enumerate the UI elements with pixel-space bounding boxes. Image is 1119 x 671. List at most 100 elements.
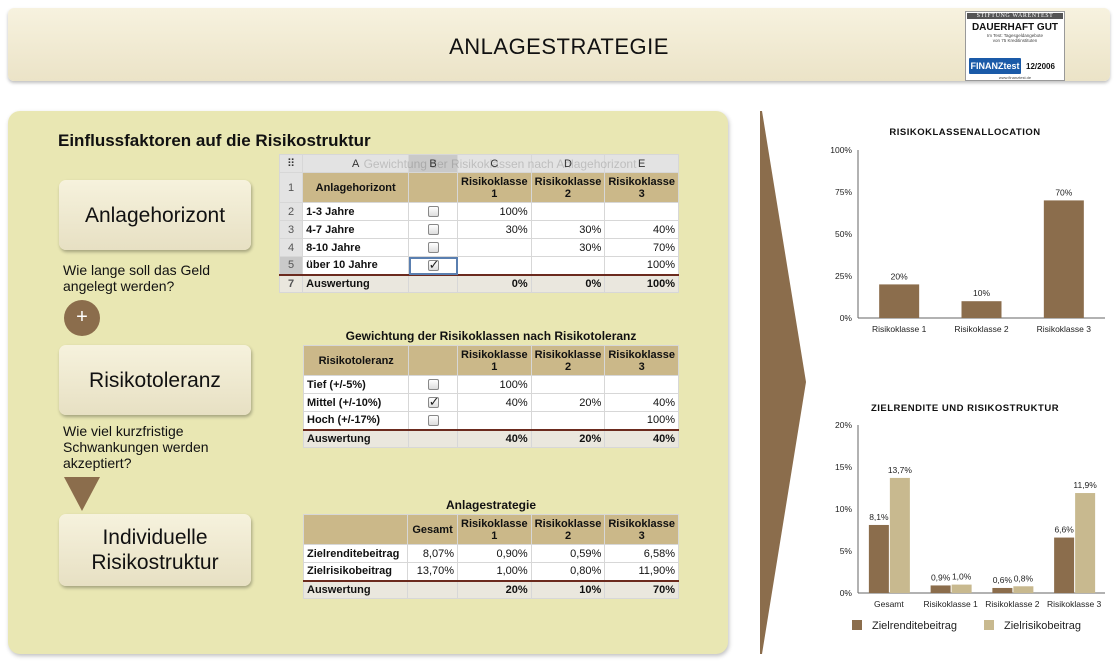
header-cell: Risikoklasse 3 xyxy=(604,514,679,545)
header-cell: Gesamt xyxy=(407,514,459,545)
row-number[interactable]: 4 xyxy=(278,238,304,257)
bar xyxy=(951,584,972,593)
value-cell[interactable] xyxy=(530,256,606,275)
y-tick-label: 0% xyxy=(840,313,853,323)
value-cell[interactable]: 100% xyxy=(457,202,532,221)
checkbox-cell[interactable] xyxy=(408,202,458,221)
row-label[interactable]: über 10 Jahre xyxy=(302,256,410,275)
checkbox-cell[interactable] xyxy=(408,411,459,430)
checkbox[interactable] xyxy=(427,224,439,236)
total-cell[interactable]: 0% xyxy=(530,273,606,293)
row-label[interactable]: 8-10 Jahre xyxy=(302,238,410,257)
row-label[interactable]: 1-3 Jahre xyxy=(302,202,410,221)
table3-caption: Anlagestrategie xyxy=(445,498,537,512)
y-tick-label: 25% xyxy=(835,271,852,281)
total-cell[interactable]: 100% xyxy=(604,273,679,293)
total-cell[interactable]: 0% xyxy=(457,273,532,293)
value-cell: 100% xyxy=(457,375,532,394)
value-cell xyxy=(457,411,532,430)
table-corner-handle[interactable]: ⠿ xyxy=(278,154,304,173)
checkbox[interactable] xyxy=(427,206,439,218)
bar xyxy=(961,301,1002,318)
row-number[interactable]: 7 xyxy=(278,273,304,293)
header-cell: Risikoklasse 2 xyxy=(530,514,606,545)
value-cell: 13,70% xyxy=(407,562,459,581)
table-header-row: 1 Anlagehorizont Risikoklasse 1 Risikokl… xyxy=(278,172,679,203)
column-header[interactable]: C xyxy=(457,154,532,173)
chevron-divider xyxy=(760,111,806,654)
row-number[interactable]: 5 xyxy=(278,256,304,275)
row-number[interactable]: 2 xyxy=(278,202,304,221)
total-label[interactable]: Auswertung xyxy=(302,273,410,293)
value-cell: 100% xyxy=(604,411,679,430)
bar xyxy=(1054,537,1075,593)
data-label: 10% xyxy=(973,288,990,298)
header-cell[interactable]: Risikoklasse 3 xyxy=(604,172,679,203)
header-cell[interactable]: Anlagehorizont xyxy=(302,172,410,203)
y-tick-label: 15% xyxy=(835,462,852,472)
table-header-row: Gesamt Risikoklasse 1 Risikoklasse 2 Ris… xyxy=(302,514,679,545)
table-row: Mittel (+/-10%) 40% 20% 40% xyxy=(302,393,679,412)
data-label: 70% xyxy=(1055,187,1072,197)
box-risikotoleranz: Risikotoleranz xyxy=(59,345,251,415)
header-cell[interactable]: Risikoklasse 1 xyxy=(457,172,532,203)
value-cell[interactable]: 100% xyxy=(604,256,679,275)
total-cell[interactable] xyxy=(408,273,458,293)
box-anlagehorizont: Anlagehorizont xyxy=(59,180,251,250)
value-cell[interactable]: 30% xyxy=(530,238,606,257)
total-cell: 40% xyxy=(457,428,532,448)
x-tick-label: Risikoklasse 1 xyxy=(923,599,978,609)
value-cell[interactable] xyxy=(530,202,606,221)
checkbox-cell[interactable] xyxy=(408,375,459,394)
value-cell[interactable]: 30% xyxy=(457,220,532,239)
column-header[interactable]: B xyxy=(408,154,458,173)
chart1-title: RISIKOKLASSENALLOCATION xyxy=(889,127,1041,138)
total-cell: 10% xyxy=(530,579,606,599)
seal-url: www.finanztest.de xyxy=(998,75,1032,80)
table-row: Zielrenditebeitrag 8,07% 0,90% 0,59% 6,5… xyxy=(302,544,679,563)
data-label: 0,6% xyxy=(993,575,1013,585)
header-cell: Risikoklasse 1 xyxy=(457,345,532,376)
total-cell: 20% xyxy=(530,428,606,448)
value-cell xyxy=(530,375,606,394)
checkbox[interactable] xyxy=(427,414,439,426)
column-header[interactable]: E xyxy=(604,154,679,173)
value-cell[interactable]: 30% xyxy=(530,220,606,239)
y-tick-label: 75% xyxy=(835,187,852,197)
x-tick-label: Risikoklasse 3 xyxy=(1037,324,1092,334)
value-cell[interactable] xyxy=(457,256,532,275)
row-label: Hoch (+/-17%) xyxy=(302,411,410,430)
column-header[interactable]: A xyxy=(302,154,410,173)
checkbox-checked[interactable] xyxy=(427,257,439,273)
header-cell[interactable] xyxy=(408,172,458,203)
row-number[interactable]: 3 xyxy=(278,220,304,239)
value-cell[interactable]: 70% xyxy=(604,238,679,257)
column-header[interactable]: D xyxy=(530,154,606,173)
bar xyxy=(868,524,889,593)
total-cell xyxy=(407,579,459,599)
value-cell[interactable] xyxy=(604,202,679,221)
header-cell[interactable]: Risikoklasse 2 xyxy=(530,172,606,203)
header-cell: Risikoklasse 3 xyxy=(604,345,679,376)
value-cell[interactable]: 40% xyxy=(604,220,679,239)
data-label: 0,9% xyxy=(931,572,951,582)
checkbox[interactable] xyxy=(427,242,439,254)
checkbox-cell-selected[interactable] xyxy=(408,256,458,275)
checkbox-cell[interactable] xyxy=(408,393,459,412)
header-cell: Risikoklasse 2 xyxy=(530,345,606,376)
checkbox-checked[interactable] xyxy=(427,394,440,410)
table-row: 3 4-7 Jahre 30% 30% 40% xyxy=(278,220,679,239)
checkbox-cell[interactable] xyxy=(408,238,458,257)
header-bar: ANLAGESTRATEGIE STIFTUNG WARENTEST DAUER… xyxy=(8,8,1110,81)
table-anlagehorizont: ⠿ A B C D E 1 Anlagehorizont Risikoklass… xyxy=(278,154,679,293)
chevron-right-icon xyxy=(760,111,806,654)
bar xyxy=(879,284,920,318)
value-cell[interactable] xyxy=(457,238,532,257)
row-label[interactable]: 4-7 Jahre xyxy=(302,220,410,239)
row-number[interactable]: 1 xyxy=(278,172,304,203)
checkbox-cell[interactable] xyxy=(408,220,458,239)
table-risikotoleranz: Risikotoleranz Risikoklasse 1 Risikoklas… xyxy=(302,345,679,448)
checkbox[interactable] xyxy=(427,379,439,391)
table-row: 2 1-3 Jahre 100% xyxy=(278,202,679,221)
data-label: 0,8% xyxy=(1014,573,1034,583)
